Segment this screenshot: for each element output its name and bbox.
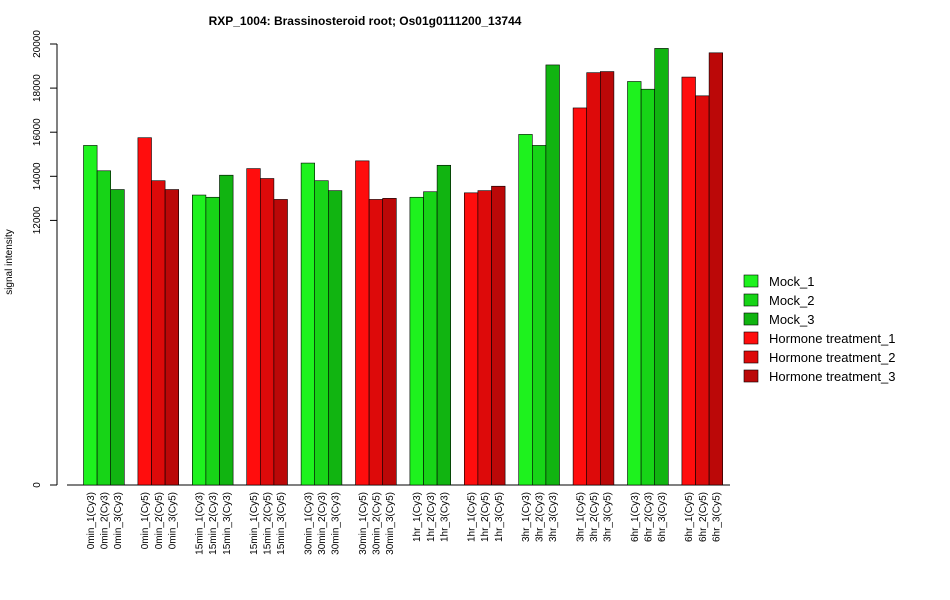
x-tick-label: 1hr_1(Cy3) — [412, 492, 423, 542]
x-tick-label: 3hr_2(Cy3) — [535, 492, 546, 542]
y-tick-label: 12000 — [32, 206, 43, 234]
y-tick-label: 18000 — [32, 74, 43, 102]
x-tick-label: 6hr_3(Cy3) — [657, 492, 668, 542]
bar — [572, 107, 587, 486]
x-tick-label: 0min_1(Cy5) — [140, 492, 151, 549]
legend-swatch — [743, 350, 759, 364]
x-tick-label: 0min_1(Cy3) — [86, 492, 97, 549]
x-tick-label: 1hr_2(Cy5) — [480, 492, 491, 542]
y-tick-label: 14000 — [32, 162, 43, 190]
x-tick-label: 15min_3(Cy5) — [276, 492, 287, 555]
bar — [681, 76, 696, 486]
bar — [695, 95, 710, 486]
bar — [314, 180, 329, 486]
bars — [83, 48, 723, 486]
x-tick-label: 1hr_2(Cy3) — [426, 492, 437, 542]
x-tick-label: 30min_3(Cy3) — [331, 492, 342, 555]
bar — [83, 145, 98, 486]
x-tick-label: 0min_3(Cy3) — [113, 492, 124, 549]
x-tick-label: 6hr_2(Cy5) — [698, 492, 709, 542]
y-tick-label: 0 — [32, 482, 43, 488]
bar — [436, 164, 452, 486]
y-tick-label: 20000 — [32, 30, 43, 58]
y-tick-label: 16000 — [32, 118, 43, 146]
y-axis-label: signal intensity — [4, 229, 15, 295]
bar — [327, 190, 343, 486]
bar — [586, 72, 601, 486]
bar — [355, 160, 370, 486]
legend-entry: Hormone treatment_2 — [769, 350, 895, 365]
legend-swatch — [743, 312, 759, 326]
x-tick-label: 3hr_2(Cy5) — [589, 492, 600, 542]
bar — [96, 170, 111, 486]
x-tick-label: 0min_2(Cy5) — [154, 492, 165, 549]
bar — [246, 168, 261, 486]
legend-entry: Hormone treatment_1 — [769, 331, 895, 346]
x-tick-label: 3hr_3(Cy5) — [603, 492, 614, 542]
bar — [300, 162, 316, 486]
bar — [368, 199, 384, 486]
bar — [137, 137, 152, 486]
legend-entry: Hormone treatment_3 — [769, 369, 895, 384]
legend-entry: Mock_3 — [769, 312, 815, 327]
bar — [382, 198, 397, 486]
x-tick-labels: 0min_1(Cy3) 0min_2(Cy3) 0min_3(Cy3) 0min_1(… — [86, 492, 723, 555]
x-tick-label: 15min_2(Cy5) — [263, 492, 274, 555]
x-tick-label: 15min_2(Cy3) — [208, 492, 219, 555]
bar — [259, 178, 275, 486]
bar — [219, 174, 234, 486]
bar — [545, 64, 560, 486]
x-tick-label: 6hr_3(Cy5) — [711, 492, 722, 542]
chart-title: RXP_1004: Brassinosteroid root; Os01g011… — [209, 14, 522, 28]
bar — [640, 88, 655, 486]
bar — [164, 189, 180, 486]
bar — [409, 196, 424, 486]
x-tick-label: 6hr_1(Cy5) — [684, 492, 695, 542]
x-tick-label: 15min_1(Cy3) — [195, 492, 206, 555]
bar — [491, 185, 506, 486]
legend-swatch — [743, 331, 759, 345]
y-axis: 0 12000 14000 16000 18000 20000 — [32, 30, 58, 488]
bar — [599, 71, 615, 486]
bar — [654, 48, 669, 486]
x-tick-label: 1hr_3(Cy5) — [494, 492, 505, 542]
bar — [110, 189, 125, 486]
x-tick-label: 30min_1(Cy5) — [358, 492, 369, 555]
bar — [531, 145, 547, 486]
bar — [463, 192, 479, 486]
legend-entry: Mock_2 — [769, 293, 815, 308]
x-tick-label: 3hr_1(Cy5) — [575, 492, 586, 542]
x-tick-label: 30min_1(Cy3) — [303, 492, 314, 555]
bar — [627, 81, 642, 486]
x-tick-label: 1hr_1(Cy5) — [467, 492, 478, 542]
x-tick-label: 15min_1(Cy5) — [249, 492, 260, 555]
bar — [477, 190, 492, 486]
x-tick-label: 3hr_1(Cy3) — [521, 492, 532, 542]
x-tick-label: 1hr_3(Cy3) — [439, 492, 450, 542]
legend-swatch — [743, 293, 759, 307]
x-tick-label: 15min_3(Cy3) — [222, 492, 233, 555]
x-tick-label: 30min_2(Cy3) — [317, 492, 328, 555]
bar — [518, 134, 533, 486]
legend-entry: Mock_1 — [769, 274, 815, 289]
x-tick-label: 3hr_3(Cy3) — [548, 492, 559, 542]
bar — [205, 196, 220, 486]
x-tick-label: 30min_2(Cy5) — [371, 492, 382, 555]
x-tick-label: 0min_3(Cy5) — [167, 492, 178, 549]
bar — [192, 194, 207, 486]
bar — [708, 52, 723, 486]
x-tick-label: 6hr_1(Cy3) — [630, 492, 641, 542]
bar — [151, 180, 166, 486]
x-tick-label: 6hr_2(Cy3) — [643, 492, 654, 542]
x-tick-label: 30min_3(Cy5) — [385, 492, 396, 555]
legend-swatch — [743, 369, 759, 383]
x-tick-label: 0min_2(Cy3) — [99, 492, 110, 549]
bar — [423, 191, 438, 486]
bar — [273, 199, 288, 486]
legend-swatch — [743, 274, 759, 288]
legend: Mock_1 Mock_2 Mock_3 Hormone treatment_1 Hor… — [743, 274, 895, 384]
